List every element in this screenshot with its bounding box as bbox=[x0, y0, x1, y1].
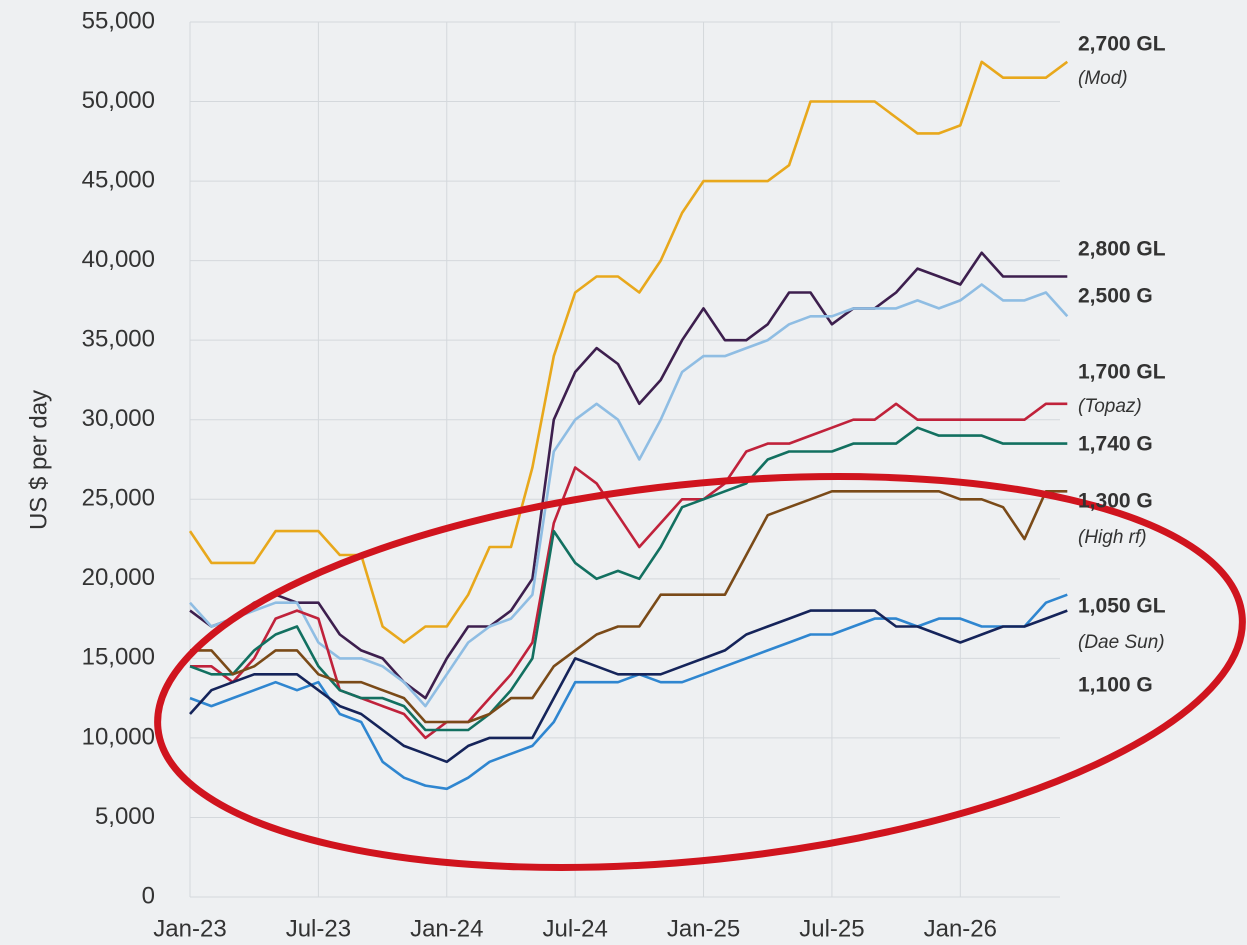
legend-label: 1,100 G bbox=[1078, 674, 1153, 697]
y-tick-label: 20,000 bbox=[82, 564, 155, 591]
y-axis-label: US $ per day bbox=[25, 390, 52, 530]
series-line bbox=[190, 490, 1068, 724]
legend-label: 2,700 GL bbox=[1078, 33, 1166, 56]
series-line bbox=[189, 251, 1068, 700]
legend-label: 2,800 GL bbox=[1078, 238, 1166, 261]
y-tick-label: 50,000 bbox=[82, 87, 155, 114]
y-tick-label: 10,000 bbox=[82, 723, 155, 750]
y-tick-label: 35,000 bbox=[82, 326, 155, 353]
legend-label: 1,700 GL bbox=[1078, 361, 1166, 384]
lines bbox=[188, 60, 1069, 791]
x-tick-label: Jan-23 bbox=[153, 915, 226, 942]
legend-note: (Dae Sun) bbox=[1078, 632, 1165, 653]
y-tick-label: 0 bbox=[142, 882, 155, 909]
series-line bbox=[188, 60, 1069, 644]
series-line bbox=[189, 609, 1068, 764]
y-tick-label: 40,000 bbox=[82, 246, 155, 273]
x-tick-label: Jan-26 bbox=[924, 915, 997, 942]
x-tick-label: Jul-24 bbox=[542, 915, 607, 942]
legend-note: (High rf) bbox=[1078, 527, 1147, 548]
x-tick-label: Jul-25 bbox=[799, 915, 864, 942]
x-tick-label: Jan-25 bbox=[667, 915, 740, 942]
legend-label: 1,050 GL bbox=[1078, 595, 1166, 618]
y-tick-label: 30,000 bbox=[82, 405, 155, 432]
legend-label: 2,500 G bbox=[1078, 285, 1153, 308]
series-line bbox=[190, 402, 1068, 740]
grid bbox=[189, 21, 1060, 898]
legend-note: (Topaz) bbox=[1078, 396, 1142, 417]
legend-label: 1,740 G bbox=[1078, 433, 1153, 456]
y-tick-label: 55,000 bbox=[82, 7, 155, 34]
legend-note: (Mod) bbox=[1078, 68, 1128, 89]
x-tick-label: Jul-23 bbox=[286, 915, 351, 942]
series-line bbox=[189, 593, 1068, 791]
x-tick-label: Jan-24 bbox=[410, 915, 483, 942]
highlight-circle bbox=[154, 473, 1246, 871]
y-tick-label: 25,000 bbox=[82, 485, 155, 512]
y-tick-label: 5,000 bbox=[95, 803, 155, 830]
series-line bbox=[189, 283, 1069, 708]
y-tick-label: 15,000 bbox=[82, 644, 155, 671]
series-line bbox=[189, 426, 1068, 732]
y-tick-label: 45,000 bbox=[82, 166, 155, 193]
legend-label: 1,300 G bbox=[1078, 490, 1153, 513]
